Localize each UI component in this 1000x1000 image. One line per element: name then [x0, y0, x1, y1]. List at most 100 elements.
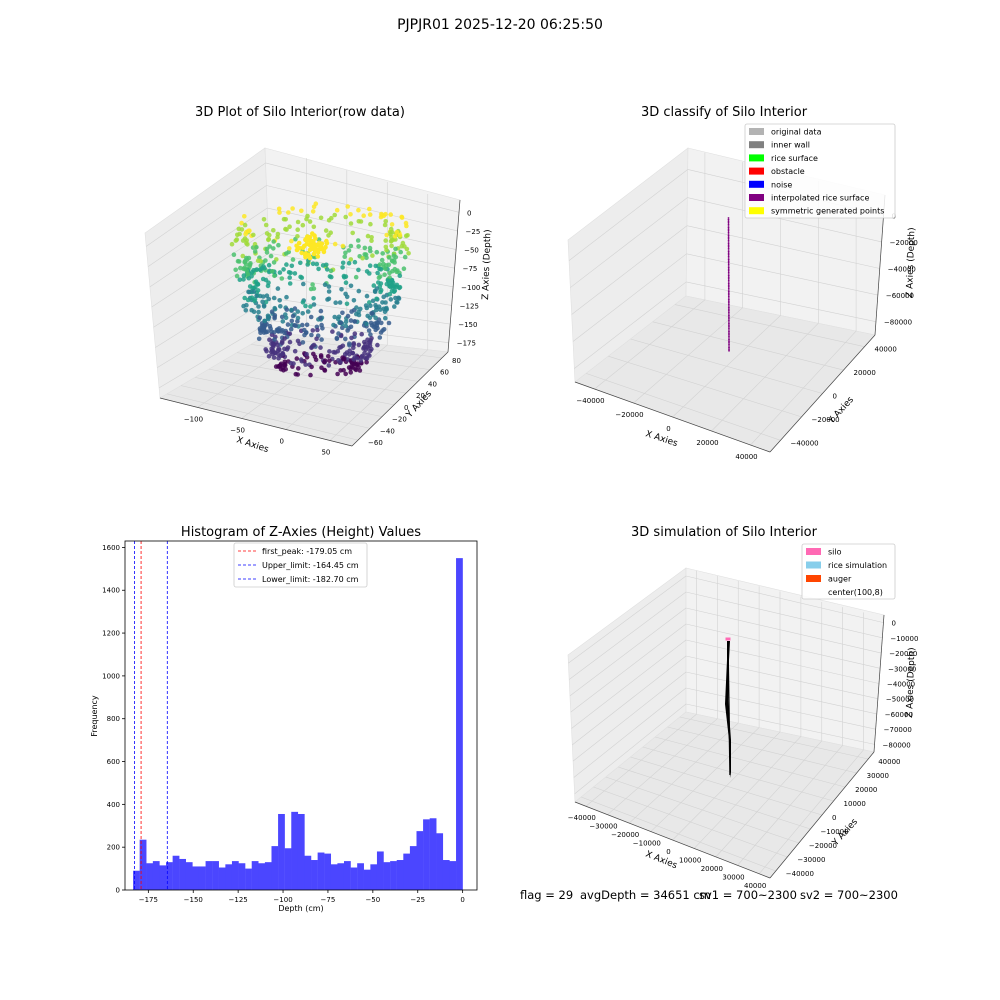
- raw-point: [329, 274, 334, 280]
- classify-point: [728, 330, 730, 333]
- raw-point: [238, 265, 243, 271]
- raw-point: [356, 342, 362, 348]
- classify-point: [727, 279, 730, 282]
- x-tick-label: −10000: [633, 840, 661, 848]
- hist-bar: [311, 860, 318, 890]
- y-tick-label: 80: [452, 357, 461, 365]
- raw-point: [260, 299, 265, 305]
- hist-bar: [429, 818, 437, 890]
- hist-bar: [304, 855, 312, 890]
- raw-point: [348, 318, 354, 323]
- raw-point: [307, 219, 313, 224]
- raw-point: [276, 352, 281, 357]
- x-tick-label: −20000: [615, 411, 643, 419]
- grid-line: [166, 393, 359, 441]
- raw-point: [305, 309, 311, 314]
- raw-point: [261, 217, 267, 222]
- footer-sv1: sv1 = 700~2300: [699, 888, 797, 902]
- grid-line: [208, 368, 395, 406]
- classify-point-column: [727, 217, 730, 352]
- raw-point: [245, 242, 250, 247]
- raw-point: [241, 273, 247, 278]
- classify-point: [727, 239, 730, 242]
- raw-point: [368, 303, 373, 309]
- classify-point: [727, 268, 730, 271]
- sim-silo-marker: [725, 637, 731, 641]
- raw-point: [270, 351, 275, 357]
- raw-point: [276, 242, 281, 248]
- hist-y-ticks: 0 200 400 600 800 1000 1200 1400 1600: [102, 544, 125, 895]
- raw-point: [386, 320, 392, 326]
- raw-point: [292, 306, 298, 311]
- raw-point: [379, 320, 384, 326]
- raw-z-axis: [447, 199, 461, 353]
- grid-line: [572, 253, 687, 342]
- raw-point: [376, 275, 382, 281]
- classify-point: [727, 249, 730, 251]
- hist-bar: [350, 867, 358, 890]
- raw-point: [271, 228, 276, 233]
- raw-point: [284, 227, 289, 232]
- raw-point: [334, 207, 340, 213]
- raw-point: [352, 259, 358, 265]
- raw-point: [343, 323, 349, 329]
- raw-point: [358, 306, 363, 312]
- classify-ylabel: Y Axies: [826, 395, 856, 427]
- raw-point: [392, 234, 398, 239]
- classify-point: [727, 284, 730, 287]
- footer-flag: flag = 29: [520, 888, 574, 902]
- raw-point: [281, 267, 286, 272]
- raw-point: [363, 347, 369, 352]
- hist-bar: [403, 853, 411, 890]
- raw-point: [288, 270, 293, 276]
- raw-point: [373, 263, 379, 269]
- raw-point: [305, 213, 310, 219]
- hist-bar: [245, 868, 252, 890]
- hist-bar: [231, 861, 239, 890]
- raw-point: [244, 268, 250, 274]
- raw-point: [279, 314, 285, 320]
- hist-bar: [179, 858, 187, 890]
- raw-point: [303, 303, 308, 309]
- raw-point: [256, 309, 261, 315]
- raw-point: [325, 297, 330, 302]
- y-tick-label: −10000: [820, 828, 848, 836]
- raw-point: [389, 222, 395, 227]
- raw-point: [294, 356, 300, 361]
- raw-point: [303, 251, 308, 256]
- raw-point: [370, 311, 375, 316]
- raw-point: [356, 244, 361, 249]
- raw-point: [289, 307, 294, 313]
- hist-bar: [396, 860, 404, 890]
- raw-point: [308, 286, 314, 292]
- raw-point: [314, 336, 319, 342]
- classify-point: [727, 276, 730, 279]
- raw-point: [380, 300, 385, 305]
- raw-point: [364, 293, 370, 299]
- hist-x-ticks: −175 −150 −125 −100 −75 −50 −25 0: [139, 890, 465, 904]
- grid-line: [572, 671, 687, 762]
- raw-point: [349, 335, 354, 341]
- classify-point: [728, 348, 730, 351]
- raw-point: [319, 322, 324, 328]
- y-tick-label: 40000: [875, 346, 897, 354]
- raw-point: [280, 351, 286, 357]
- raw-point: [356, 267, 361, 273]
- x-tick-label: 40000: [735, 453, 757, 461]
- raw-point: [310, 261, 316, 267]
- y-tick-label: 10000: [844, 800, 866, 808]
- raw-point: [337, 300, 343, 305]
- raw-point: [368, 320, 374, 326]
- raw-point: [319, 241, 325, 247]
- classify-point: [728, 321, 730, 323]
- grid-line: [265, 162, 460, 213]
- raw-point: [361, 213, 367, 218]
- raw-point: [340, 355, 345, 360]
- grid-line: [574, 281, 687, 369]
- raw-point: [304, 322, 310, 328]
- raw-point: [375, 342, 380, 348]
- grid-line: [686, 253, 878, 296]
- grid-line: [686, 281, 877, 322]
- grid-line: [685, 655, 878, 700]
